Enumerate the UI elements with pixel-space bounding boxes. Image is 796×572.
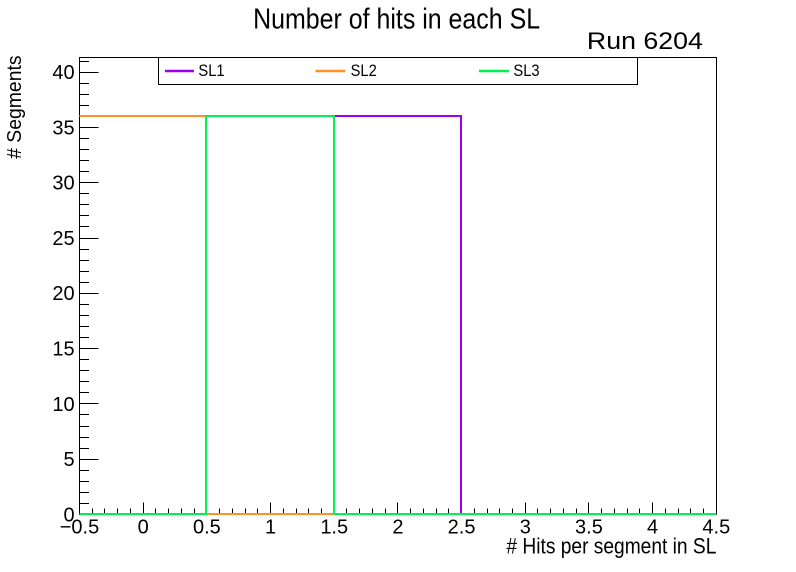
svg-text:15: 15: [52, 339, 74, 361]
svg-text:SL2: SL2: [351, 62, 377, 80]
svg-text:SL1: SL1: [198, 62, 224, 80]
svg-text:0: 0: [63, 504, 74, 526]
svg-text:−0.5: −0.5: [60, 517, 99, 539]
svg-text:2: 2: [392, 517, 403, 539]
svg-text:1: 1: [265, 517, 276, 539]
svg-text:5: 5: [63, 449, 74, 471]
svg-text:SL3: SL3: [513, 62, 539, 80]
svg-text:40: 40: [52, 62, 74, 84]
svg-text:4.5: 4.5: [702, 517, 730, 539]
svg-text:35: 35: [52, 117, 74, 139]
svg-text:Number of hits in each SL: Number of hits in each SL: [253, 4, 540, 36]
svg-text:# Hits per segment in SL: # Hits per segment in SL: [506, 534, 716, 559]
svg-text:0: 0: [138, 517, 149, 539]
svg-text:4: 4: [647, 517, 658, 539]
svg-text:3: 3: [520, 517, 531, 539]
svg-text:# Segments: # Segments: [3, 55, 26, 159]
svg-text:30: 30: [52, 173, 74, 195]
svg-text:0.5: 0.5: [193, 517, 221, 539]
svg-text:10: 10: [52, 394, 74, 416]
svg-text:1.5: 1.5: [320, 517, 348, 539]
svg-text:25: 25: [52, 228, 74, 250]
svg-text:2.5: 2.5: [448, 517, 476, 539]
svg-text:3.5: 3.5: [575, 517, 603, 539]
svg-text:20: 20: [52, 283, 74, 305]
svg-text:Run 6204: Run 6204: [587, 28, 703, 55]
